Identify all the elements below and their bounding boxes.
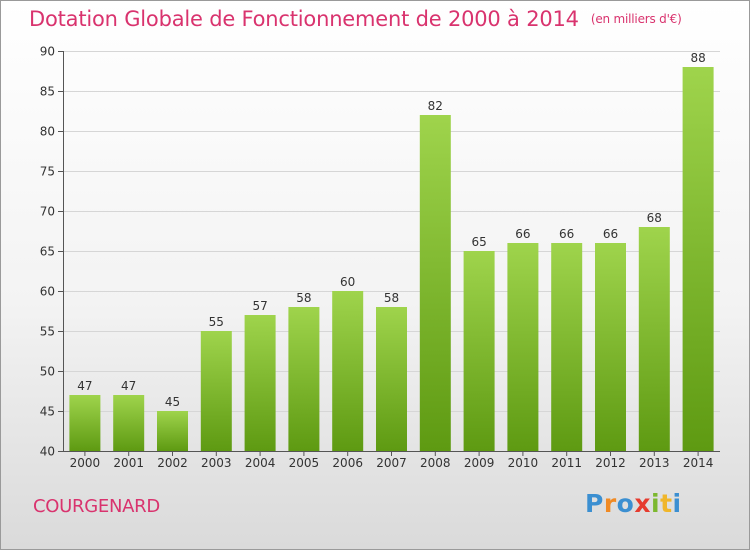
bar (419, 115, 451, 451)
x-tick-label: 2010 (508, 456, 539, 470)
bar-value-label: 47 (121, 379, 136, 393)
chart-title: Dotation Globale de Fonctionnement de 20… (29, 7, 682, 31)
bar (595, 243, 626, 451)
x-tick-label: 2004 (245, 456, 276, 470)
x-tick-label: 2003 (201, 456, 232, 470)
y-tick-label: 65 (40, 245, 55, 259)
x-tick-label: 2014 (683, 456, 714, 470)
proxiti-logo: Proxiti (585, 489, 682, 518)
bar-value-label: 55 (209, 315, 224, 329)
y-tick-label: 50 (40, 365, 55, 379)
bar (244, 315, 276, 451)
bar-value-label: 45 (165, 395, 180, 409)
bar (638, 227, 670, 451)
y-tick-label: 70 (40, 205, 55, 219)
x-tick-label: 2000 (70, 456, 101, 470)
x-tick-label: 2013 (639, 456, 670, 470)
x-tick-label: 2011 (551, 456, 582, 470)
x-tick-label: 2002 (157, 456, 188, 470)
unit-note: (en milliers d'€) (590, 12, 682, 26)
y-tick-label: 80 (40, 125, 55, 139)
bar-value-label: 57 (252, 299, 267, 313)
bar-value-label: 60 (340, 275, 355, 289)
bar (332, 291, 364, 451)
y-tick-label: 90 (40, 45, 55, 59)
x-tick-label: 2012 (595, 456, 626, 470)
bar (551, 243, 583, 451)
y-tick-label: 55 (40, 325, 55, 339)
x-tick-label: 2008 (420, 456, 451, 470)
bar (463, 251, 495, 451)
y-tick-label: 45 (40, 405, 55, 419)
bar-value-label: 66 (559, 227, 574, 241)
bar (113, 395, 145, 451)
x-tick-label: 2001 (113, 456, 144, 470)
x-tick-label: 2005 (289, 456, 320, 470)
x-tick-label: 2009 (464, 456, 495, 470)
bar-value-label: 88 (690, 51, 705, 65)
town-name: COURGENARD (33, 496, 160, 517)
bar (288, 307, 320, 451)
y-tick-label: 60 (40, 285, 55, 299)
bar-value-label: 58 (296, 291, 311, 305)
bar (507, 243, 539, 451)
y-tick-label: 40 (40, 445, 55, 459)
x-tick-label: 2007 (376, 456, 407, 470)
bar-value-label: 66 (603, 227, 618, 241)
y-tick-label: 75 (40, 165, 55, 179)
bar (376, 307, 407, 451)
bar-value-label: 66 (515, 227, 530, 241)
bar-value-label: 58 (384, 291, 399, 305)
x-tick-label: 2006 (332, 456, 363, 470)
bar (69, 395, 101, 451)
bar-value-label: 82 (428, 99, 443, 113)
y-tick-label: 85 (40, 85, 55, 99)
bar-value-label: 47 (77, 379, 92, 393)
bar (157, 411, 188, 451)
bar-value-label: 68 (647, 211, 662, 225)
bar-value-label: 65 (471, 235, 486, 249)
bar (682, 67, 714, 451)
bar (200, 331, 232, 451)
title-text: Dotation Globale de Fonctionnement de 20… (29, 7, 579, 31)
